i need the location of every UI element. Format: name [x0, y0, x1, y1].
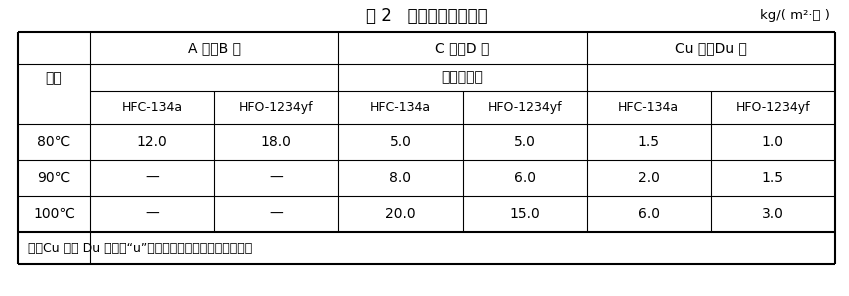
- Text: Cu 型、Du 型: Cu 型、Du 型: [675, 41, 747, 55]
- Text: 80℃: 80℃: [37, 135, 70, 149]
- Text: 90℃: 90℃: [37, 171, 70, 185]
- Text: 5.0: 5.0: [514, 135, 536, 149]
- Text: —: —: [269, 207, 283, 221]
- Text: 2.0: 2.0: [638, 171, 660, 185]
- Text: HFC-134a: HFC-134a: [121, 101, 183, 114]
- Text: kg/( m²·年 ): kg/( m²·年 ): [760, 9, 830, 22]
- Text: 18.0: 18.0: [261, 135, 292, 149]
- Text: HFO-1234yf: HFO-1234yf: [735, 101, 810, 114]
- Text: —: —: [269, 171, 283, 185]
- Text: 温度: 温度: [46, 71, 62, 85]
- Text: 6.0: 6.0: [514, 171, 536, 185]
- Text: 制冷剂类型: 制冷剂类型: [441, 70, 483, 84]
- Text: HFC-134a: HFC-134a: [370, 101, 431, 114]
- Text: 8.0: 8.0: [390, 171, 412, 185]
- Text: 12.0: 12.0: [137, 135, 167, 149]
- Text: HFC-134a: HFC-134a: [618, 101, 679, 114]
- Text: A 型、B 型: A 型、B 型: [188, 41, 240, 55]
- Text: HFO-1234yf: HFO-1234yf: [239, 101, 313, 114]
- Text: 注：Cu 型和 Du 型中的“u”表示具有较低的制冷剂渗透率。: 注：Cu 型和 Du 型中的“u”表示具有较低的制冷剂渗透率。: [28, 242, 252, 255]
- Text: 1.0: 1.0: [762, 135, 784, 149]
- Text: 100℃: 100℃: [33, 207, 75, 221]
- Text: 1.5: 1.5: [638, 135, 660, 149]
- Text: 3.0: 3.0: [762, 207, 784, 221]
- Text: —: —: [145, 207, 159, 221]
- Text: C 型、D 型: C 型、D 型: [436, 41, 490, 55]
- Text: 1.5: 1.5: [762, 171, 784, 185]
- Text: 20.0: 20.0: [385, 207, 416, 221]
- Text: 15.0: 15.0: [509, 207, 540, 221]
- Text: —: —: [145, 171, 159, 185]
- Text: 5.0: 5.0: [390, 135, 412, 149]
- Text: HFO-1234yf: HFO-1234yf: [487, 101, 562, 114]
- Text: 6.0: 6.0: [638, 207, 660, 221]
- Text: 表 2   制冷剂最大渗透率: 表 2 制冷剂最大渗透率: [366, 7, 487, 25]
